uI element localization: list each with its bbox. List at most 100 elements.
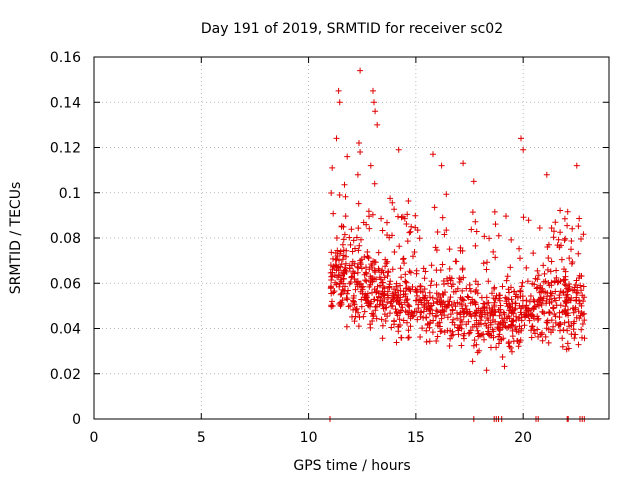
data-point — [496, 331, 503, 338]
data-point — [563, 294, 570, 301]
data-point — [469, 358, 476, 365]
data-point — [533, 285, 540, 292]
data-point — [508, 296, 515, 303]
y-tick-label: 0.06 — [50, 276, 81, 292]
data-point — [575, 341, 582, 348]
data-point — [397, 294, 404, 301]
data-point — [379, 227, 386, 234]
data-point — [557, 327, 563, 334]
data-point — [472, 288, 479, 295]
data-point — [350, 237, 357, 244]
data-point — [459, 287, 466, 294]
data-point — [455, 325, 462, 332]
data-point — [510, 338, 517, 345]
y-tick-label: 0.12 — [50, 141, 81, 157]
data-point — [361, 308, 368, 315]
data-point — [483, 367, 490, 374]
data-point — [543, 171, 550, 178]
data-point — [531, 281, 538, 288]
data-point — [509, 318, 516, 325]
data-point — [335, 272, 342, 279]
data-point — [573, 297, 580, 303]
data-point — [399, 213, 406, 220]
data-point — [366, 266, 373, 273]
x-tick-label: 10 — [300, 430, 318, 446]
data-point — [347, 279, 354, 285]
data-point — [393, 280, 400, 287]
data-point — [452, 258, 459, 265]
data-point — [561, 319, 568, 326]
data-point — [374, 297, 381, 304]
data-point — [427, 294, 434, 301]
data-point — [414, 227, 421, 234]
data-point — [495, 340, 502, 347]
data-point — [539, 337, 546, 344]
data-point — [379, 335, 386, 342]
data-point — [361, 271, 368, 278]
data-point — [357, 149, 364, 155]
data-point — [470, 178, 477, 185]
data-point — [505, 286, 512, 293]
data-point — [329, 164, 336, 171]
data-point — [362, 291, 369, 298]
data-point — [353, 234, 360, 241]
data-point — [421, 275, 428, 282]
data-point — [339, 256, 346, 263]
data-point — [365, 254, 372, 261]
data-point — [496, 297, 503, 304]
data-point — [353, 305, 360, 312]
data-point — [500, 335, 507, 342]
data-point — [578, 302, 585, 309]
data-point — [487, 321, 494, 328]
data-point — [335, 267, 342, 274]
data-point — [575, 223, 582, 230]
data-point — [363, 278, 370, 285]
data-point — [337, 291, 344, 298]
data-point — [355, 247, 362, 254]
data-point — [378, 215, 385, 222]
data-point — [389, 199, 396, 206]
data-point — [579, 321, 586, 327]
x-tick-label: 20 — [514, 430, 532, 446]
data-point — [545, 339, 552, 346]
data-point — [438, 162, 445, 169]
data-point — [492, 254, 499, 261]
data-point — [416, 235, 423, 242]
data-point — [377, 282, 383, 289]
data-point — [460, 332, 467, 339]
data-point — [446, 265, 453, 272]
data-point — [532, 330, 538, 337]
data-point — [472, 218, 479, 225]
data-point — [357, 280, 364, 287]
data-point — [331, 263, 338, 270]
data-point — [541, 310, 548, 317]
data-point — [450, 331, 457, 338]
data-point — [402, 271, 409, 278]
data-point — [376, 301, 383, 308]
data-point — [420, 265, 427, 272]
data-point — [374, 121, 381, 128]
data-point — [387, 310, 393, 317]
data-point — [485, 278, 492, 285]
data-point — [497, 309, 504, 316]
data-point — [530, 296, 537, 303]
data-point — [434, 333, 441, 340]
data-point — [503, 277, 510, 284]
data-point — [550, 304, 557, 311]
data-point — [530, 250, 537, 257]
data-point — [340, 287, 347, 294]
data-point — [398, 214, 405, 221]
data-point — [486, 330, 492, 337]
data-point — [405, 334, 412, 341]
data-point — [357, 257, 364, 264]
data-point — [464, 293, 471, 300]
data-point — [351, 318, 358, 325]
data-point — [509, 309, 516, 316]
data-point — [341, 231, 348, 238]
data-point — [363, 264, 369, 271]
data-point — [380, 279, 386, 286]
data-point — [368, 275, 375, 282]
data-point — [468, 226, 475, 233]
data-point — [575, 250, 582, 257]
data-point — [369, 318, 376, 324]
